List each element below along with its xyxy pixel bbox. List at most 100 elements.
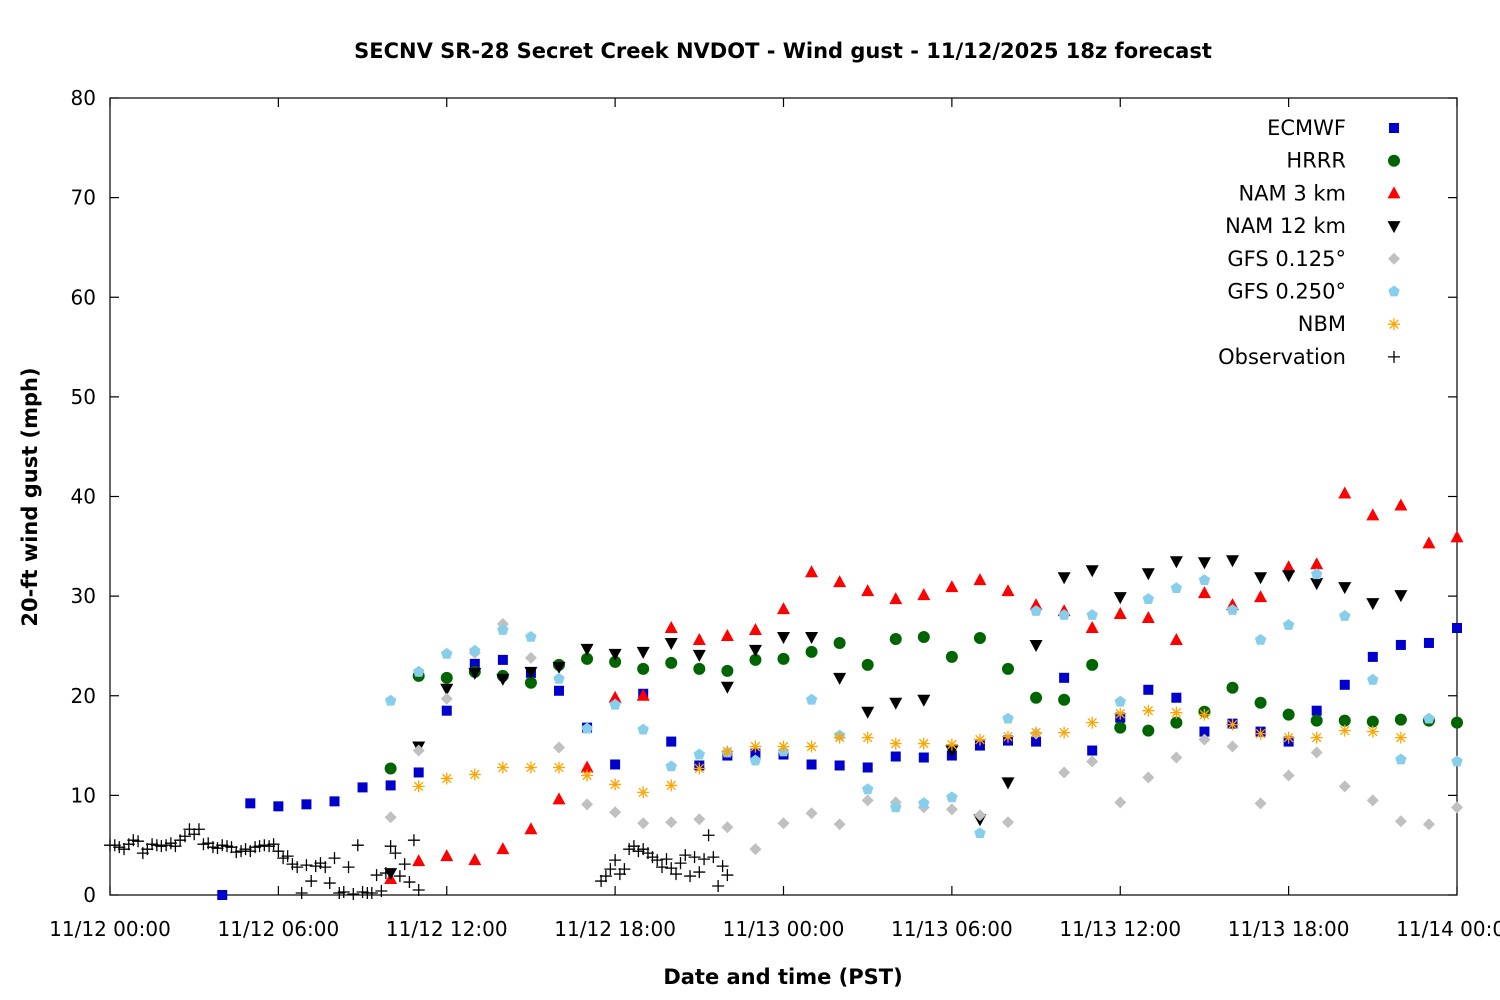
point-nbm: [833, 731, 846, 744]
y-tick-label: 0: [83, 883, 96, 907]
point-gfs-0-125: [861, 794, 874, 807]
point-nam-12-km: [1029, 639, 1043, 652]
point-hrrr: [1058, 693, 1071, 706]
point-nam-3-km: [664, 621, 678, 634]
legend-label-nam-12-km: NAM 12 km: [1225, 214, 1346, 238]
point-nam-3-km: [608, 690, 622, 703]
point-nbm: [777, 740, 790, 753]
point-observation: [178, 830, 191, 843]
point-nam-12-km: [720, 681, 734, 694]
point-nam-12-km: [1057, 572, 1071, 585]
point-observation: [113, 841, 126, 854]
point-nam-3-km: [440, 849, 454, 862]
point-observation: [295, 887, 308, 900]
point-gfs-0-250: [1114, 695, 1126, 707]
point-hrrr: [945, 650, 958, 663]
point-gfs-0-125: [833, 818, 846, 831]
point-gfs-0-250: [1423, 712, 1435, 724]
point-nam-3-km: [524, 822, 538, 835]
point-gfs-0-125: [805, 807, 818, 820]
series-nam-3-km: [384, 486, 1464, 885]
point-nbm: [693, 762, 706, 775]
point-gfs-0-250: [553, 672, 565, 684]
point-gfs-0-125: [1422, 818, 1435, 831]
x-tick-label: 11/12 12:00: [386, 917, 508, 941]
point-gfs-0-125: [777, 817, 790, 830]
point-gfs-0-250: [497, 624, 509, 635]
point-ecmwf: [301, 799, 312, 810]
point-gfs-0-250: [1142, 593, 1154, 604]
point-nbm: [1086, 716, 1099, 729]
point-ecmwf: [1031, 736, 1042, 747]
point-nam-12-km: [524, 666, 538, 679]
series-gfs-0-125: [384, 618, 1463, 856]
point-observation: [721, 869, 734, 882]
point-gfs-0-125: [440, 692, 453, 705]
point-nam-3-km: [748, 622, 762, 635]
point-observation: [688, 851, 701, 864]
legend-marker-nbm: [1388, 318, 1400, 331]
point-gfs-0-250: [1282, 619, 1295, 630]
point-observation: [655, 861, 668, 874]
point-observation: [403, 876, 416, 889]
y-tick-label: 40: [71, 485, 96, 509]
point-gfs-0-250: [1030, 605, 1042, 616]
point-nam-3-km: [1197, 586, 1211, 599]
point-observation: [230, 846, 243, 859]
legend: ECMWF HRRR NAM 3 km NAM 12 km GFS 0.125° GFS …: [1218, 116, 1401, 369]
point-nam-12-km: [1169, 556, 1183, 569]
point-hrrr: [693, 662, 706, 675]
point-nam-12-km: [636, 646, 650, 659]
point-observation: [272, 845, 285, 858]
point-nam-12-km: [1001, 777, 1015, 790]
point-nam-3-km: [805, 565, 819, 578]
point-nbm: [412, 780, 425, 793]
point-observation: [342, 861, 355, 874]
point-nbm: [1114, 707, 1127, 720]
point-hrrr: [1254, 696, 1267, 709]
point-gfs-0-250: [974, 827, 986, 839]
point-hrrr: [1310, 714, 1323, 727]
point-nam-3-km: [945, 580, 959, 593]
point-hrrr: [1030, 691, 1043, 704]
point-nam-12-km: [664, 637, 678, 650]
point-nbm: [1142, 704, 1155, 717]
legend-marker-observation: [1388, 350, 1400, 363]
point-nam-12-km: [440, 683, 454, 696]
point-gfs-0-250: [581, 722, 593, 734]
point-observation: [384, 840, 397, 853]
point-observation: [305, 875, 318, 888]
point-gfs-0-125: [412, 744, 425, 757]
point-observation: [365, 887, 378, 900]
point-ecmwf: [273, 801, 284, 812]
y-axis: 0 10 20 30 40 50 60 70 80: [71, 86, 1457, 907]
point-nam-12-km: [1366, 598, 1380, 611]
point-ecmwf: [1367, 651, 1378, 662]
point-nam-3-km: [777, 602, 790, 615]
point-nbm: [889, 737, 902, 750]
point-gfs-0-125: [553, 741, 565, 754]
point-observation: [632, 845, 645, 858]
point-gfs-0-125: [384, 811, 397, 824]
point-observation: [197, 838, 210, 851]
point-hrrr: [749, 653, 762, 666]
point-hrrr: [524, 676, 537, 689]
x-tick-label: 11/13 12:00: [1059, 917, 1181, 941]
point-hrrr: [384, 762, 397, 775]
point-nam-12-km: [889, 697, 903, 710]
point-observation: [188, 828, 201, 841]
point-nam-3-km: [1366, 508, 1380, 521]
point-gfs-0-250: [1311, 568, 1323, 580]
point-gfs-0-125: [721, 821, 734, 834]
point-hrrr: [440, 671, 453, 684]
point-hrrr: [861, 658, 874, 671]
point-hrrr: [721, 664, 734, 677]
point-ecmwf: [554, 685, 564, 696]
point-nbm: [581, 769, 594, 782]
point-nam-3-km: [1113, 607, 1127, 620]
point-gfs-0-125: [1114, 796, 1127, 809]
point-gfs-0-250: [413, 665, 425, 677]
point-nbm: [805, 740, 818, 753]
point-ecmwf: [610, 759, 621, 770]
point-gfs-0-250: [384, 694, 397, 706]
